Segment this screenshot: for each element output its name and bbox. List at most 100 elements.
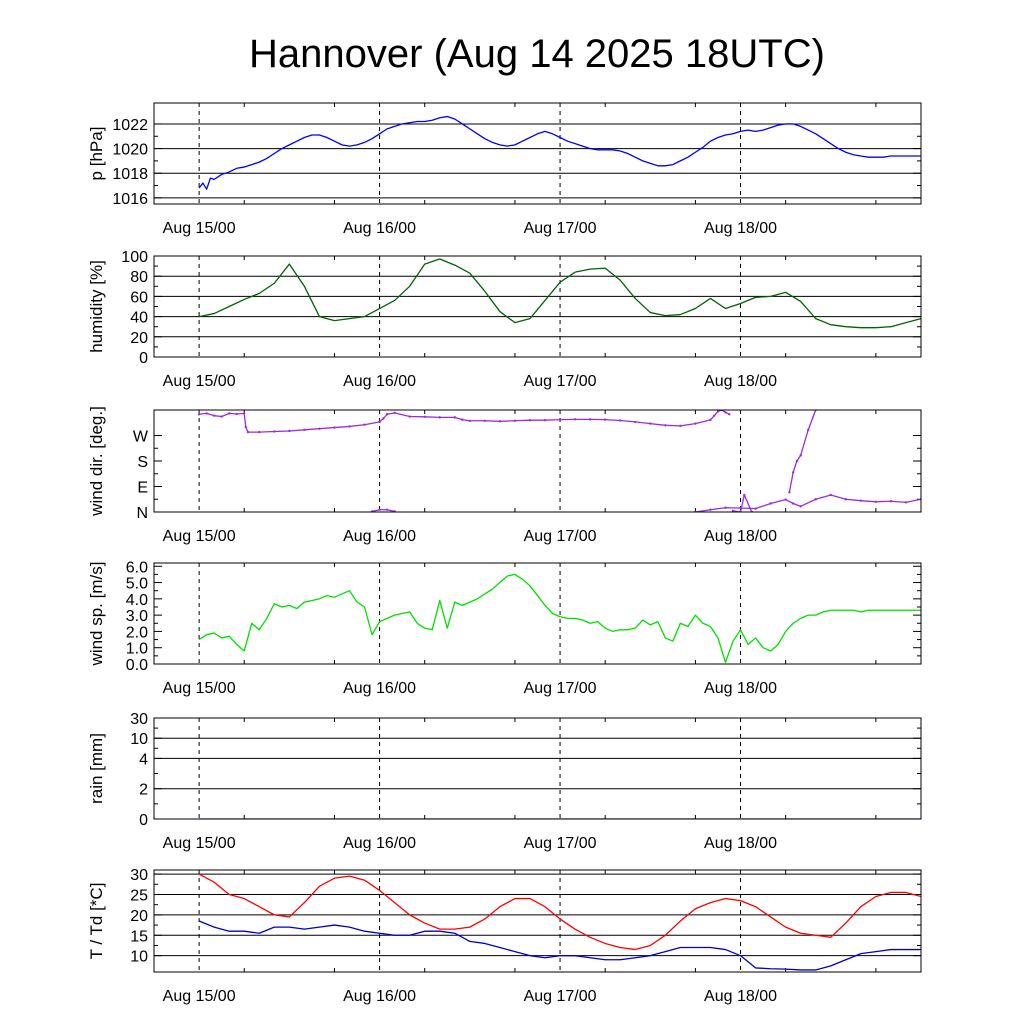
y-tick-label: 1022 bbox=[112, 117, 148, 134]
data-point bbox=[385, 413, 389, 416]
x-date-label: Aug 15/00 bbox=[163, 835, 236, 852]
data-point bbox=[889, 500, 893, 503]
x-date-label: Aug 18/00 bbox=[704, 220, 777, 237]
x-date-label: Aug 16/00 bbox=[343, 528, 416, 545]
data-point bbox=[244, 425, 247, 429]
series-points bbox=[731, 493, 754, 512]
y-tick-label: 100 bbox=[121, 249, 148, 266]
data-point bbox=[694, 422, 697, 425]
y-tick-label: W bbox=[133, 429, 149, 446]
x-date-label: Aug 17/00 bbox=[524, 835, 597, 852]
data-point bbox=[205, 412, 208, 415]
y-tick-label: 1016 bbox=[112, 191, 148, 208]
series-line bbox=[788, 410, 817, 493]
x-date-label: Aug 18/00 bbox=[704, 680, 777, 697]
data-point bbox=[197, 413, 201, 416]
data-point bbox=[212, 414, 216, 417]
data-point bbox=[634, 420, 637, 424]
data-point bbox=[273, 430, 276, 433]
y-tick-label: 10 bbox=[130, 949, 148, 966]
panel-frame bbox=[153, 717, 922, 820]
data-point bbox=[784, 498, 787, 501]
data-point bbox=[423, 415, 426, 418]
y-tick-label: 0.0 bbox=[126, 657, 148, 674]
data-point bbox=[382, 417, 385, 420]
y-tick-label: 2.0 bbox=[126, 624, 148, 641]
data-point bbox=[743, 493, 746, 497]
panel-frame bbox=[153, 102, 922, 205]
data-point bbox=[227, 412, 231, 415]
data-point bbox=[603, 418, 607, 421]
data-point bbox=[378, 420, 381, 424]
x-date-label: Aug 18/00 bbox=[704, 373, 777, 390]
series-line bbox=[198, 873, 921, 951]
data-point bbox=[378, 508, 381, 511]
data-point bbox=[246, 430, 250, 434]
panel-pressure: 1016 1018 1020 1022 Aug 15/00 Aug 16/00 Aug 17… bbox=[87, 102, 922, 237]
panel-humidity: 0 20 40 60 80 100 Aug 15/00 Aug 16/00 Aug 17/00 A… bbox=[87, 249, 922, 390]
data-point bbox=[483, 419, 487, 422]
data-point bbox=[333, 426, 336, 429]
data-point bbox=[724, 411, 727, 414]
series-line bbox=[199, 410, 730, 433]
y-tick-label: 1018 bbox=[112, 166, 148, 183]
y-tick-label: S bbox=[137, 454, 148, 471]
y-axis-label: wind sp. [m/s] bbox=[87, 562, 106, 667]
x-date-label: Aug 18/00 bbox=[704, 988, 777, 1005]
series-line bbox=[732, 494, 753, 512]
x-date-label: Aug 16/00 bbox=[343, 220, 416, 237]
panel-frame bbox=[153, 409, 922, 513]
x-date-label: Aug 17/00 bbox=[524, 528, 597, 545]
y-axis-label: p [hPa] bbox=[87, 127, 106, 181]
data-point bbox=[303, 428, 306, 432]
x-date-label: Aug 15/00 bbox=[163, 528, 236, 545]
series-line bbox=[198, 920, 921, 971]
data-point bbox=[814, 498, 817, 501]
series-line bbox=[198, 115, 921, 190]
data-point bbox=[498, 420, 502, 423]
data-point bbox=[713, 414, 716, 417]
data-point bbox=[558, 418, 562, 421]
data-point bbox=[318, 427, 321, 430]
panel-temperature: 10 15 20 25 30 Aug 15/00 Aug 16/00 Aug 17/00 Aug… bbox=[87, 867, 922, 1005]
panel-rain: 0 2 4 10 30 Aug 15/00 Aug 16/00 Aug 17/00 Aug 18… bbox=[87, 711, 922, 852]
chart-title: Hannover (Aug 14 2025 18UTC) bbox=[249, 32, 825, 76]
y-tick-label: 80 bbox=[130, 269, 148, 286]
y-tick-label: 4.0 bbox=[126, 592, 148, 609]
panel-frame bbox=[153, 562, 922, 665]
y-tick-label: 5.0 bbox=[126, 576, 148, 593]
data-point bbox=[528, 419, 532, 422]
y-tick-label: N bbox=[136, 505, 148, 522]
x-date-label: Aug 15/00 bbox=[163, 373, 236, 390]
data-point bbox=[513, 419, 517, 422]
x-date-label: Aug 15/00 bbox=[163, 220, 236, 237]
y-tick-label: 2 bbox=[139, 782, 148, 799]
data-point bbox=[829, 493, 832, 497]
data-point bbox=[904, 501, 908, 504]
series-points bbox=[197, 410, 731, 434]
x-date-label: Aug 17/00 bbox=[524, 988, 597, 1005]
series-line bbox=[198, 573, 921, 664]
series-points bbox=[788, 410, 817, 494]
series-line bbox=[198, 258, 921, 329]
y-tick-label: 0 bbox=[139, 350, 148, 367]
y-axis-label: T / Td [*C] bbox=[87, 883, 106, 960]
data-point bbox=[709, 418, 712, 422]
y-tick-label: 0 bbox=[139, 812, 148, 829]
x-date-label: Aug 16/00 bbox=[343, 835, 416, 852]
panel-frame bbox=[153, 869, 922, 973]
y-tick-label: 3.0 bbox=[126, 608, 148, 625]
y-axis-label: wind dir. [deg.] bbox=[87, 406, 106, 517]
y-tick-label: E bbox=[137, 480, 148, 497]
data-point bbox=[468, 419, 472, 422]
data-point bbox=[724, 506, 727, 509]
y-tick-label: 30 bbox=[130, 867, 148, 884]
data-point bbox=[258, 430, 261, 434]
data-point bbox=[788, 490, 791, 494]
data-point bbox=[859, 499, 863, 502]
data-point bbox=[438, 416, 441, 419]
data-point bbox=[709, 508, 712, 511]
data-point bbox=[649, 422, 652, 425]
data-point bbox=[791, 471, 795, 474]
